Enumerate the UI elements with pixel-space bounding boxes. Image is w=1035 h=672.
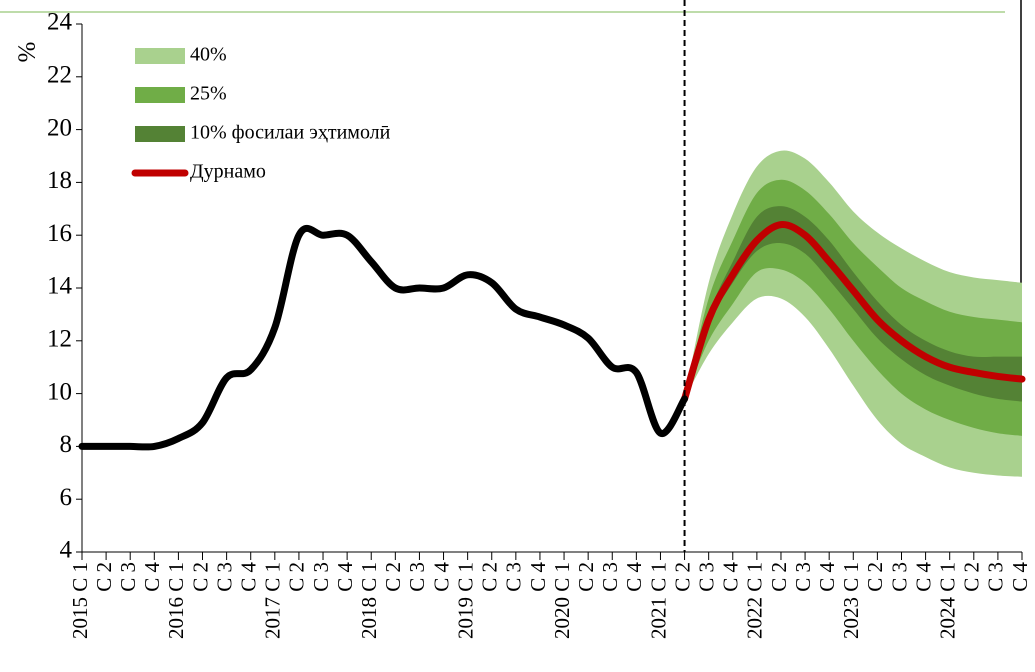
x-tick-label: C 3 xyxy=(694,562,718,592)
x-tick-label: C 2 xyxy=(767,562,791,592)
x-tick-label: C 2 xyxy=(960,562,984,592)
x-tick-label: C 4 xyxy=(911,562,935,592)
legend-swatch xyxy=(135,48,185,64)
legend-swatch xyxy=(135,87,185,103)
y-tick-label: 24 xyxy=(47,9,73,36)
x-tick-label: 2021 C 1 xyxy=(646,562,670,639)
x-tick-label: C 2 xyxy=(381,562,405,592)
x-tick-label: 2018 C 1 xyxy=(357,562,381,639)
x-tick-label: C 2 xyxy=(574,562,598,592)
y-tick-label: 22 xyxy=(47,62,72,89)
x-tick-label: C 3 xyxy=(791,562,815,592)
x-tick-label: C 2 xyxy=(863,562,887,592)
line xyxy=(78,224,689,451)
x-tick-label: C 2 xyxy=(92,562,116,592)
x-tick-label: C 3 xyxy=(212,562,236,592)
x-tick-label: C 4 xyxy=(815,562,839,592)
x-tick-label: C 4 xyxy=(1008,562,1032,592)
legend-label: 10% фосилаи эҳтимолӣ xyxy=(190,122,391,144)
x-tick-label: C 4 xyxy=(622,562,646,592)
y-tick-label: 4 xyxy=(60,537,73,564)
x-tick-label: 2023 C 1 xyxy=(839,562,863,639)
y-tick-label: 6 xyxy=(60,484,73,511)
legend-label: 25% xyxy=(190,83,227,105)
x-tick-label: C 3 xyxy=(405,562,429,592)
x-tick-label: 2022 C 1 xyxy=(743,562,767,639)
y-axis-label: % xyxy=(12,42,39,63)
x-tick-label: C 2 xyxy=(670,562,694,592)
x-tick-label: C 2 xyxy=(188,562,212,592)
legend-swatch xyxy=(135,126,185,142)
x-tick-label: 2020 C 1 xyxy=(550,562,574,639)
legend-label: 40% xyxy=(190,44,227,66)
x-tick-label: 2024 C 1 xyxy=(936,562,960,639)
x-tick-label: C 2 xyxy=(478,562,502,592)
x-tick-label: C 3 xyxy=(984,562,1008,592)
x-tick-label: C 3 xyxy=(502,562,526,592)
legend-label: Дурнамо xyxy=(190,161,266,183)
y-tick-label: 14 xyxy=(47,273,73,300)
x-tick-label: C 4 xyxy=(237,562,261,592)
fan-band xyxy=(684,206,1022,402)
x-tick-label: 2016 C 1 xyxy=(164,562,188,639)
x-tick-label: C 4 xyxy=(140,562,164,592)
y-tick-label: 8 xyxy=(60,431,73,458)
x-tick-label: 2017 C 1 xyxy=(261,562,285,639)
x-tick-label: 2015 C 1 xyxy=(68,562,92,639)
y-tick-label: 10 xyxy=(47,378,72,405)
x-tick-label: C 3 xyxy=(887,562,911,592)
x-tick-label: C 4 xyxy=(333,562,357,592)
x-tick-label: 2019 C 1 xyxy=(453,562,477,639)
x-tick-label: C 2 xyxy=(285,562,309,592)
y-tick-label: 20 xyxy=(47,114,72,141)
x-tick-label: C 4 xyxy=(526,562,550,592)
y-tick-label: 16 xyxy=(47,220,72,247)
x-tick-label: C 3 xyxy=(598,562,622,592)
x-tick-label: C 4 xyxy=(429,562,453,592)
line xyxy=(681,221,1026,403)
y-tick-label: 18 xyxy=(47,167,72,194)
x-tick-label: C 3 xyxy=(116,562,140,592)
x-tick-label: C 3 xyxy=(309,562,333,592)
x-tick-label: C 4 xyxy=(719,562,743,592)
y-tick-label: 12 xyxy=(47,326,72,353)
